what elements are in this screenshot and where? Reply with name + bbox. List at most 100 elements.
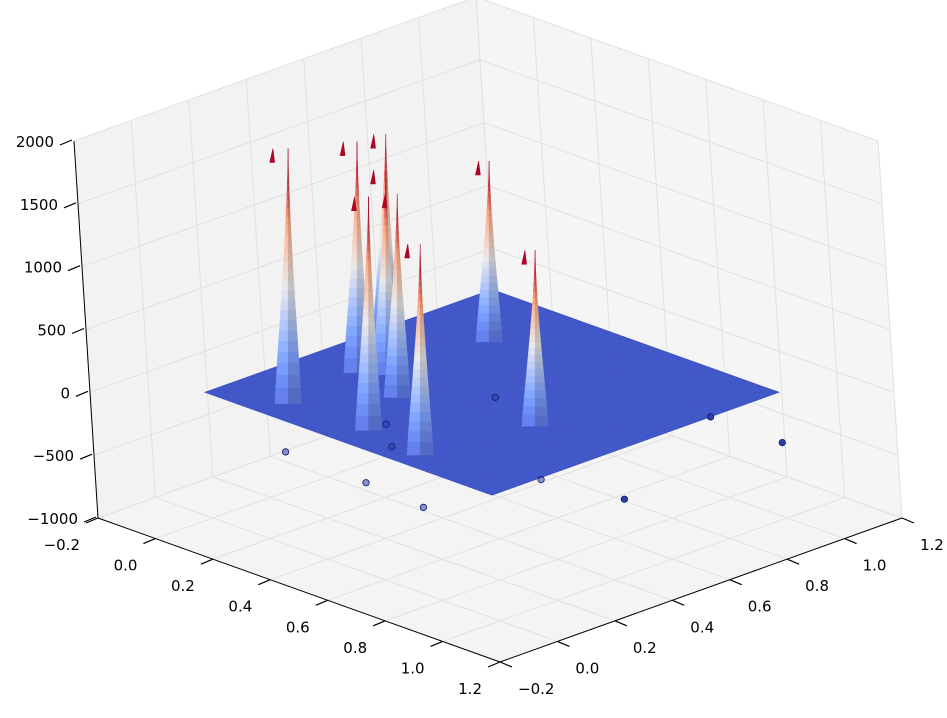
peak-face-right [356,156,358,165]
peak-tip [404,243,410,259]
peak-face-right [385,224,389,233]
peak-face-right [420,394,430,404]
peak-face-left [383,384,398,398]
peak-face-right [397,277,403,285]
y-tick [901,517,915,524]
peak-face-right [356,270,365,280]
z-tick [83,516,97,523]
peak-face-right [356,287,366,298]
peak-face-left [480,275,490,283]
peak-face-left [415,322,421,331]
scatter-point [382,420,390,428]
z-tick [79,453,93,460]
z-tick-label: 500 [37,322,66,340]
peak-face-right [534,291,538,298]
peak-face-left [525,375,536,384]
x-tick-label: 0.6 [286,618,310,636]
peak-face-left [485,221,490,229]
peak-face-right [368,235,371,244]
peak-face-right [397,291,404,300]
peak-face-right [368,267,372,276]
peak-face-right [385,239,390,247]
surface-mesh [441,374,729,478]
surface-mesh [484,389,773,493]
peak-face-right [534,382,546,391]
peak-face-left [344,346,358,359]
peak-face-right [488,234,494,242]
peak-face-left [376,307,386,317]
peak-face-right [534,368,545,376]
peak-face-left [351,244,358,254]
peak-face-right [420,377,429,387]
peak-face-left [356,392,369,405]
peak-face-left [416,315,421,323]
surface-peak [269,148,302,404]
peak-face-right [385,217,389,226]
peak-face-left [527,354,536,362]
peak-face-right [534,261,536,268]
peak-face-left [365,267,369,276]
peak-face-right [534,297,538,304]
peak-tip [339,141,346,156]
peak-face-left [347,296,358,307]
surface-mesh [470,296,758,401]
x-tick [258,579,271,586]
peak-face-right [368,317,376,327]
peak-face-left [283,252,289,263]
grid-wall-z-left [81,122,485,268]
peak-face-left [479,289,490,298]
grid-floor-x [270,435,673,581]
peak-face-left [524,382,536,391]
peak-face-left [286,190,289,200]
z-axis-line [73,140,99,519]
peak-face-left [387,338,398,348]
peak-face-right [397,338,407,348]
y-tick-label: 0.6 [748,598,772,616]
y-tick-label: 1.0 [863,557,887,575]
peak-face-left [383,210,386,219]
peak-face-right [368,344,377,354]
peak-face-left [530,322,536,329]
peak-face-right [420,322,425,331]
peak-face-left [363,300,369,310]
peak-face-left [382,224,386,233]
peak-face-right [488,203,492,210]
surface-mesh [355,343,643,447]
x-tick-label: 0.8 [343,639,367,657]
peak-face-right [287,271,295,282]
peak-face-left [409,402,421,413]
peak-face-right [356,211,361,220]
peak-tip [351,196,357,211]
x-tick [85,517,99,524]
peak-face-left [476,321,490,331]
peak-face-left [413,353,421,362]
peak-face-right [420,369,428,378]
peak-face-left [486,203,490,210]
peak-face-left [281,290,289,301]
peak-face-left [364,275,369,285]
peak-face-right [368,243,371,252]
peak-face-left [526,361,536,369]
peak-face-right [287,351,300,364]
surface-mesh [434,371,722,475]
peak-face-right [368,275,373,285]
peak-face-right [534,273,537,280]
peak-face-left [349,270,358,280]
surface-mesh [463,299,751,403]
peak-face-right [287,290,296,301]
peak-face-right [368,415,382,431]
peak-face-left [530,315,536,323]
peak-face-right [368,309,375,319]
peak-face-right [420,385,430,395]
peak-face-right [385,231,390,240]
surface-peaks [269,134,549,456]
peak-face-left [393,255,398,263]
x-tick [487,661,501,668]
scatter-point [419,503,427,511]
surface-mesh [362,335,651,439]
grid-floor-y [155,496,558,642]
peak-face-right [385,147,387,155]
peak-face-left [483,241,490,249]
peak-face-right [397,306,405,316]
peak-tip [370,134,376,149]
